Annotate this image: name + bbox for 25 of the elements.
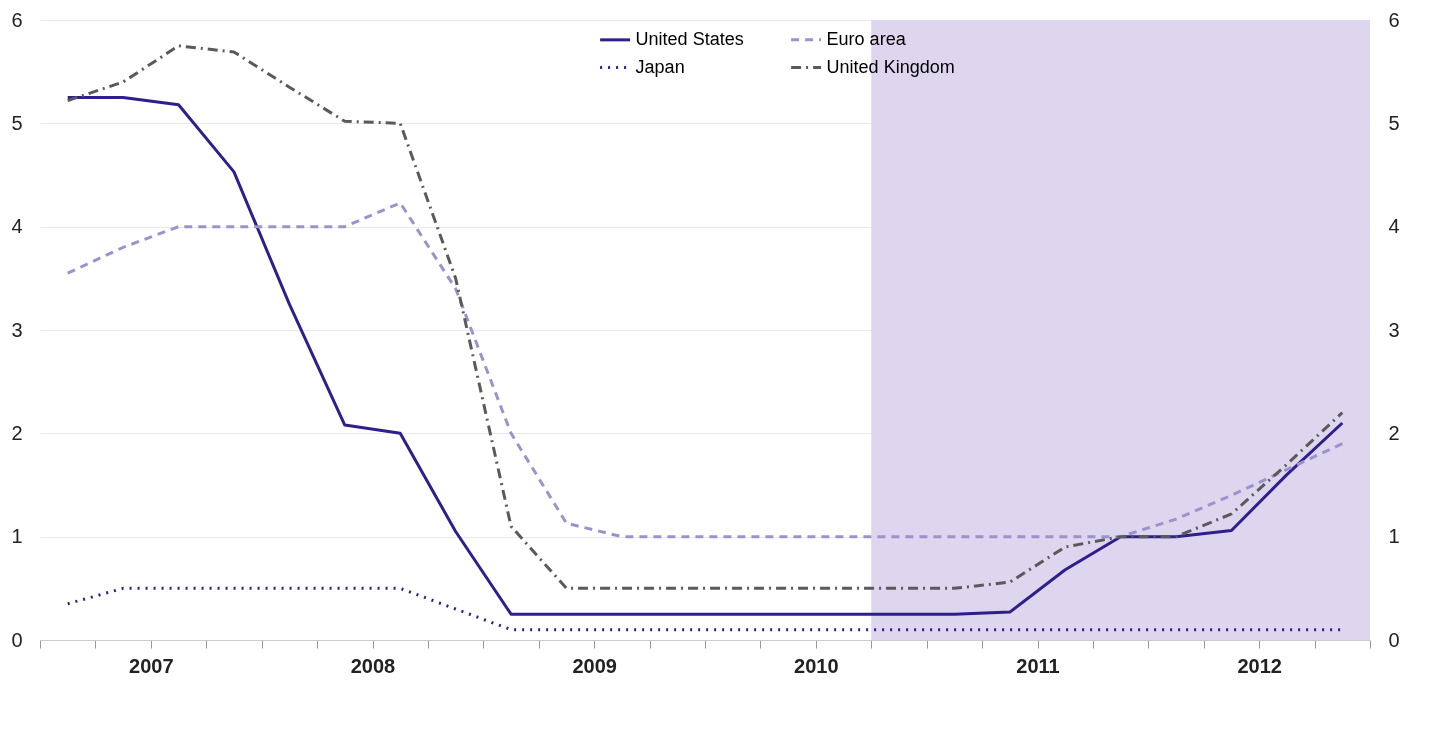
y2-tick-label: 3: [1388, 318, 1400, 341]
y2-tick-label: 6: [1388, 8, 1400, 31]
y-tick-label: 0: [11, 628, 23, 651]
legend-label: Euro area: [826, 28, 907, 49]
legend-label: United States: [635, 28, 744, 49]
y2-tick-label: 0: [1388, 628, 1400, 651]
y-tick-label: 2: [11, 421, 23, 444]
x-tick-label: 2010: [794, 654, 839, 677]
y2-tick-label: 1: [1388, 525, 1400, 548]
x-tick-label: 2009: [572, 654, 617, 677]
y-tick-label: 6: [11, 8, 23, 31]
y2-tick-label: 4: [1388, 215, 1400, 238]
y2-tick-label: 2: [1388, 421, 1400, 444]
y-tick-label: 4: [11, 215, 23, 238]
line-series: [66, 201, 1344, 539]
y-tick-label: 3: [11, 318, 23, 341]
x-tick-label: 2012: [1237, 654, 1282, 677]
x-tick-label: 2007: [129, 654, 174, 677]
x-tick-label: 2008: [350, 654, 396, 677]
legend-label: Japan: [635, 56, 685, 77]
x-tick-label: 2011: [1016, 654, 1060, 677]
legend-label: United Kingdom: [826, 56, 955, 77]
y-tick-label: 5: [11, 111, 23, 134]
y2-tick-label: 5: [1388, 111, 1400, 134]
y-tick-label: 1: [11, 525, 23, 548]
